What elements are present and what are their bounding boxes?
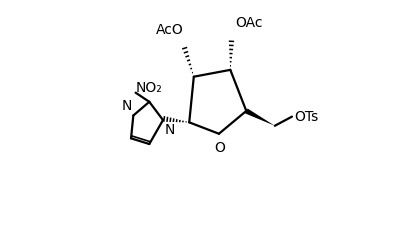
- Text: O: O: [215, 141, 225, 155]
- Text: AcO: AcO: [156, 23, 183, 37]
- Text: OAc: OAc: [235, 16, 262, 30]
- Text: NO₂: NO₂: [136, 81, 162, 95]
- Text: N: N: [122, 99, 132, 113]
- Text: OTs: OTs: [294, 110, 318, 124]
- Text: N: N: [164, 123, 175, 137]
- Polygon shape: [245, 109, 275, 126]
